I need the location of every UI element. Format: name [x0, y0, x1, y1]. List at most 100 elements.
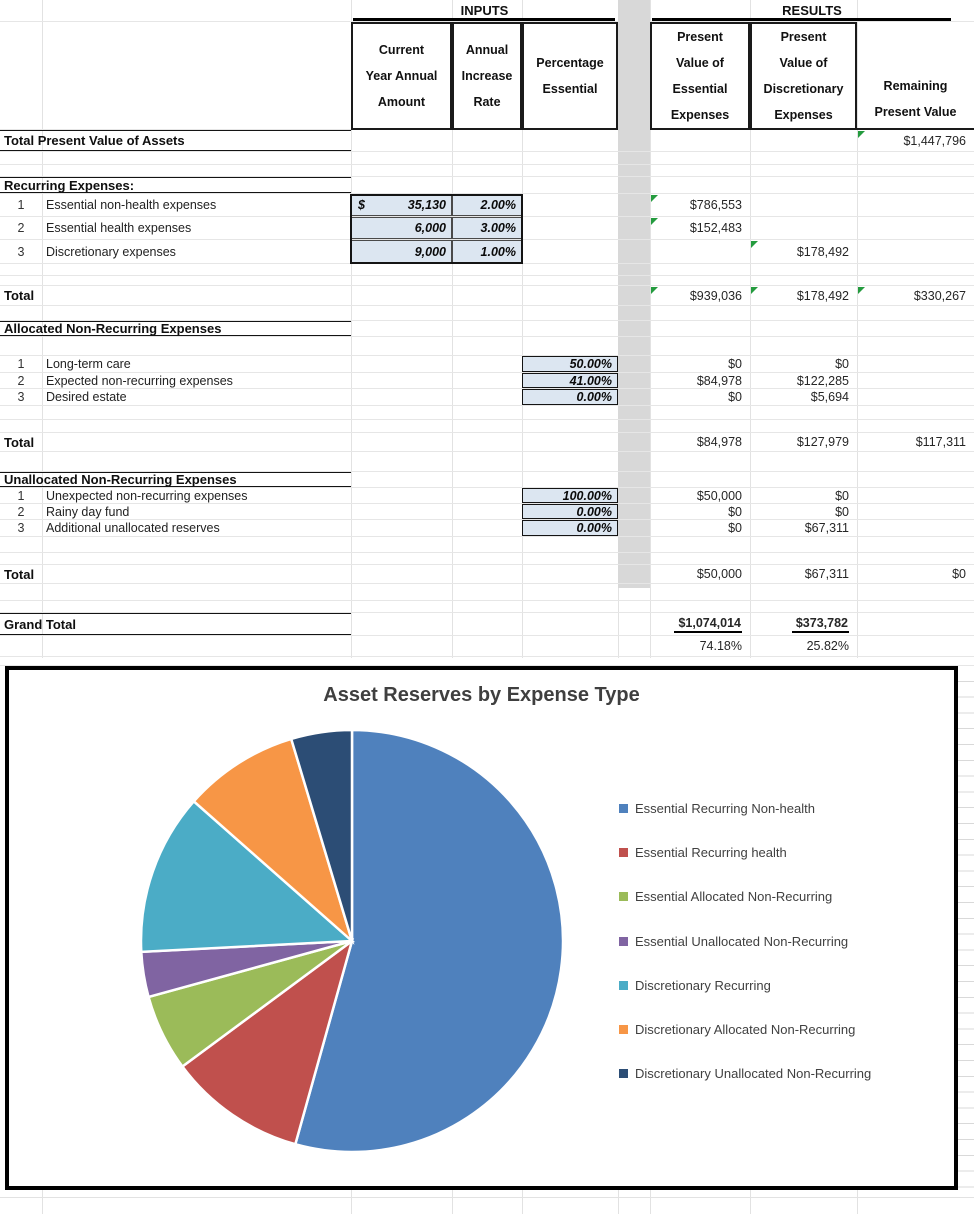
- column-gridline: [42, 0, 43, 658]
- unallocated-row-3-pv-essential: $0: [728, 521, 742, 535]
- allocated-row-3-num: 3: [17, 390, 25, 404]
- legend-label: Essential Recurring health: [635, 844, 787, 860]
- spacer-row: [0, 165, 974, 177]
- unallocated-row-2-pct-input[interactable]: 0.00%: [522, 504, 618, 519]
- allocated-row-2-pv-discretionary: $122,285: [796, 373, 849, 388]
- formula-flag-icon: [651, 195, 658, 202]
- table-body: Total Present Value of Assets $1,447,796 R…: [0, 130, 974, 666]
- legend-item-3: Essential Allocated Non-Recurring: [619, 875, 871, 919]
- unallocated-row-3: 3 Additional unallocated reserves 0.00% $0 $…: [0, 520, 974, 537]
- inputs-group-header: INPUTS: [460, 2, 509, 18]
- column-gridline: [857, 1190, 858, 1214]
- column-header-row: Current Year Annual Amount Annual Increa…: [0, 22, 974, 130]
- legend-swatch-icon: [619, 803, 628, 813]
- allocated-row-3-pv-discretionary: $5,694: [810, 390, 849, 404]
- pie-slice-2: [180, 937, 355, 1146]
- unallocated-row-3-num: 3: [17, 521, 25, 535]
- recurring-total-label: Total: [4, 288, 35, 303]
- spacer-row: [0, 276, 974, 286]
- unallocated-row-3-pct-input[interactable]: 0.00%: [522, 520, 618, 536]
- recurring-row-2-num: 2: [17, 221, 25, 235]
- unallocated-row-2-pv-essential: $0: [728, 504, 742, 519]
- allocated-row-2-num: 2: [17, 373, 25, 388]
- pie-slice-1: [293, 728, 565, 1154]
- formula-flag-icon: [858, 287, 865, 294]
- column-gridline: [857, 0, 858, 658]
- spacer-row: [0, 306, 974, 321]
- header-percentage-essential: Percentage Essential: [522, 22, 618, 130]
- column-gridline: [618, 1190, 619, 1214]
- unallocated-total-pv-discretionary: $67,311: [804, 567, 849, 581]
- allocated-total-pv-essential: $84,978: [696, 435, 742, 449]
- currency-symbol: $: [358, 198, 365, 212]
- allocated-header-label: Allocated Non-Recurring Expenses: [4, 321, 222, 336]
- bottom-gridline: [0, 1197, 974, 1198]
- unallocated-row-1-pct-input[interactable]: 100.00%: [522, 488, 618, 503]
- recurring-row-2-rate-input[interactable]: 3.00%: [452, 217, 522, 239]
- recurring-row-3-amount-input[interactable]: 9,000: [351, 240, 452, 263]
- recurring-row-1-pv-essential: $786,553: [689, 198, 742, 212]
- amount-value: 35,130: [407, 198, 446, 212]
- spacer-column: [618, 0, 650, 588]
- formula-flag-icon: [751, 287, 758, 294]
- percent-row: 74.18% 25.82%: [0, 636, 974, 657]
- allocated-row-3-pct-input[interactable]: 0.00%: [522, 389, 618, 405]
- legend-item-5: Discretionary Recurring: [619, 963, 871, 1007]
- inputs-underline: [353, 18, 615, 21]
- spacer-row: [0, 584, 974, 601]
- allocated-row-1-pv-essential: $0: [728, 357, 742, 371]
- gridline-strip-right: [958, 666, 974, 1190]
- unallocated-total: Total $50,000 $67,311 $0: [0, 565, 974, 584]
- results-underline: [652, 18, 951, 21]
- allocated-row-1-pv-discretionary: $0: [835, 357, 849, 371]
- formula-flag-icon: [751, 241, 758, 248]
- legend-swatch-icon: [619, 1069, 628, 1079]
- unallocated-header-label: Unallocated Non-Recurring Expenses: [4, 472, 237, 487]
- column-gridline: [750, 1190, 751, 1214]
- legend-swatch-icon: [619, 892, 628, 902]
- spacer-row: [0, 420, 974, 433]
- recurring-total-pv-essential: $939,036: [689, 288, 742, 303]
- recurring-row-3-pv-discretionary: $178,492: [796, 244, 849, 259]
- spacer-row: [0, 152, 974, 165]
- spacer-row: [0, 657, 974, 666]
- pie-chart: [139, 728, 565, 1154]
- recurring-header: Recurring Expenses:: [0, 177, 974, 194]
- results-group-header: RESULTS: [782, 2, 842, 18]
- legend-label: Essential Recurring Non-health: [635, 800, 815, 816]
- unallocated-row-3-pv-discretionary: $67,311: [804, 521, 849, 535]
- recurring-row-1-num: 1: [17, 198, 25, 212]
- recurring-row-3-label: Discretionary expenses: [46, 244, 176, 259]
- allocated-total-remaining: $117,311: [915, 435, 966, 449]
- chart-legend: Essential Recurring Non-health Essential …: [619, 786, 871, 1096]
- legend-label: Discretionary Allocated Non-Recurring: [635, 1022, 856, 1038]
- spacer-row: [0, 601, 974, 613]
- gridline-strip-bottom: [0, 1190, 974, 1214]
- allocated-row-2-pct-input[interactable]: 41.00%: [522, 373, 618, 388]
- recurring-row-2-amount-input[interactable]: 6,000: [351, 217, 452, 239]
- recurring-row-2: 2 Essential health expenses 6,000 3.00% $152…: [0, 217, 974, 240]
- unallocated-total-pv-essential: $50,000: [696, 567, 742, 581]
- recurring-row-1-label: Essential non-health expenses: [46, 198, 217, 212]
- recurring-row-2-pv-essential: $152,483: [689, 221, 742, 235]
- spacer-row: [0, 337, 974, 356]
- legend-label: Essential Allocated Non-Recurring: [635, 889, 833, 905]
- column-gridline: [351, 0, 352, 658]
- column-gridline: [42, 1190, 43, 1214]
- column-gridline: [351, 1190, 352, 1214]
- allocated-row-1-pct-input[interactable]: 50.00%: [522, 356, 618, 372]
- group-header-row: INPUTS RESULTS: [0, 0, 974, 22]
- recurring-row-1-amount-input[interactable]: $35,130: [351, 194, 452, 216]
- header-current-year-annual-amount: Current Year Annual Amount: [351, 22, 452, 130]
- formula-flag-icon: [651, 287, 658, 294]
- recurring-row-3-rate-input[interactable]: 1.00%: [452, 240, 522, 263]
- total-pv-assets: Total Present Value of Assets $1,447,796: [0, 130, 974, 152]
- legend-label: Discretionary Unallocated Non-Recurring: [635, 1066, 872, 1082]
- recurring-row-1-rate-input[interactable]: 2.00%: [452, 194, 522, 216]
- recurring-row-3-num: 3: [17, 244, 25, 259]
- column-gridline: [750, 0, 751, 658]
- legend-swatch-icon: [619, 847, 628, 857]
- allocated-total: Total $84,978 $127,979 $117,311: [0, 433, 974, 452]
- unallocated-row-2: 2 Rainy day fund 0.00% $0 $0: [0, 504, 974, 520]
- allocated-total-pv-discretionary: $127,979: [796, 435, 849, 449]
